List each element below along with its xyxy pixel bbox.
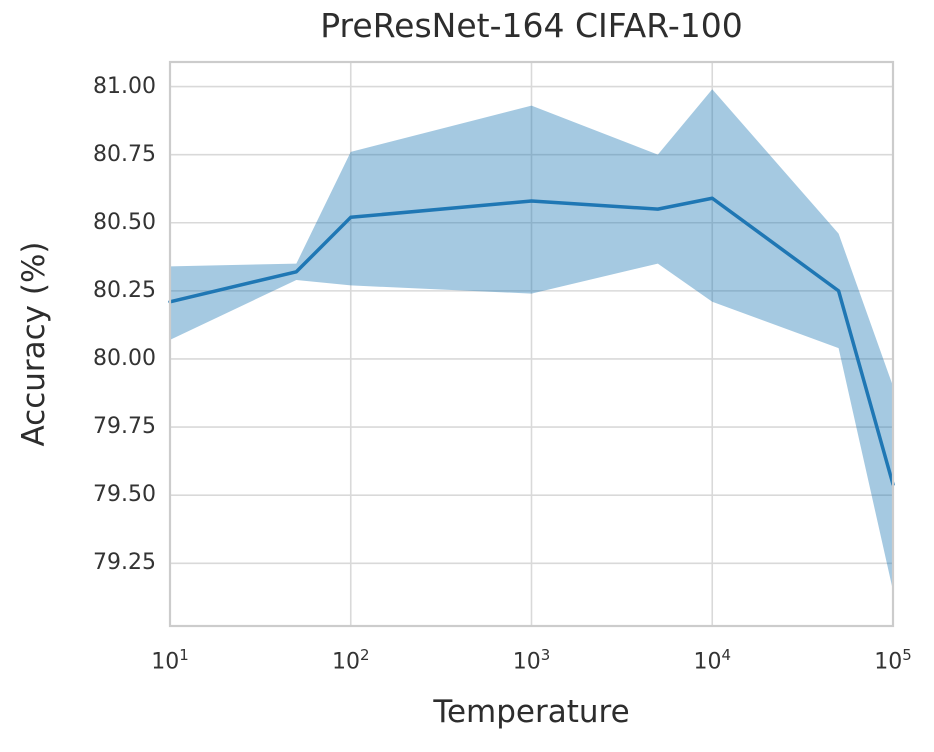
chart-title: PreResNet-164 CIFAR-100 (320, 6, 743, 45)
accuracy-line (168, 196, 895, 487)
uncertainty-band (170, 89, 893, 591)
plot-box-spines (168, 60, 895, 628)
x-axis-label: Temperature (433, 694, 630, 730)
